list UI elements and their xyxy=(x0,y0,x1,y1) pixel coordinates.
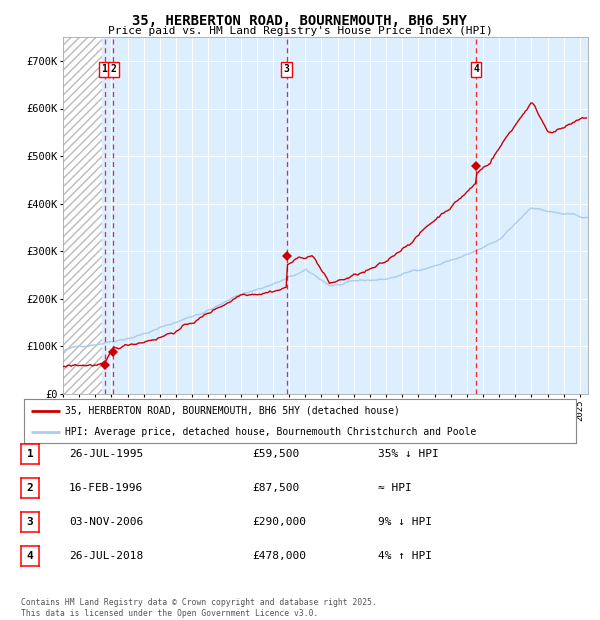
Text: 2: 2 xyxy=(26,483,34,493)
Text: 4% ↑ HPI: 4% ↑ HPI xyxy=(378,551,432,561)
Text: 03-NOV-2006: 03-NOV-2006 xyxy=(69,517,143,527)
Text: 26-JUL-2018: 26-JUL-2018 xyxy=(69,551,143,561)
Text: HPI: Average price, detached house, Bournemouth Christchurch and Poole: HPI: Average price, detached house, Bour… xyxy=(65,427,476,437)
Text: 35, HERBERTON ROAD, BOURNEMOUTH, BH6 5HY: 35, HERBERTON ROAD, BOURNEMOUTH, BH6 5HY xyxy=(133,14,467,28)
Text: 3: 3 xyxy=(284,64,290,74)
Text: 35, HERBERTON ROAD, BOURNEMOUTH, BH6 5HY (detached house): 35, HERBERTON ROAD, BOURNEMOUTH, BH6 5HY… xyxy=(65,405,400,416)
Text: ≈ HPI: ≈ HPI xyxy=(378,483,412,493)
Text: £87,500: £87,500 xyxy=(252,483,299,493)
Text: 26-JUL-1995: 26-JUL-1995 xyxy=(69,449,143,459)
Bar xyxy=(63,37,102,394)
Text: Price paid vs. HM Land Registry's House Price Index (HPI): Price paid vs. HM Land Registry's House … xyxy=(107,26,493,36)
Text: £290,000: £290,000 xyxy=(252,517,306,527)
Text: 2: 2 xyxy=(110,64,116,74)
Text: 35% ↓ HPI: 35% ↓ HPI xyxy=(378,449,439,459)
Text: Contains HM Land Registry data © Crown copyright and database right 2025.
This d: Contains HM Land Registry data © Crown c… xyxy=(21,598,377,618)
Text: 4: 4 xyxy=(473,64,479,74)
Text: £59,500: £59,500 xyxy=(252,449,299,459)
Text: 3: 3 xyxy=(26,517,34,527)
Text: 1: 1 xyxy=(26,449,34,459)
Text: 9% ↓ HPI: 9% ↓ HPI xyxy=(378,517,432,527)
Text: £478,000: £478,000 xyxy=(252,551,306,561)
Text: 16-FEB-1996: 16-FEB-1996 xyxy=(69,483,143,493)
Text: 1: 1 xyxy=(101,64,107,74)
Text: 4: 4 xyxy=(26,551,34,561)
